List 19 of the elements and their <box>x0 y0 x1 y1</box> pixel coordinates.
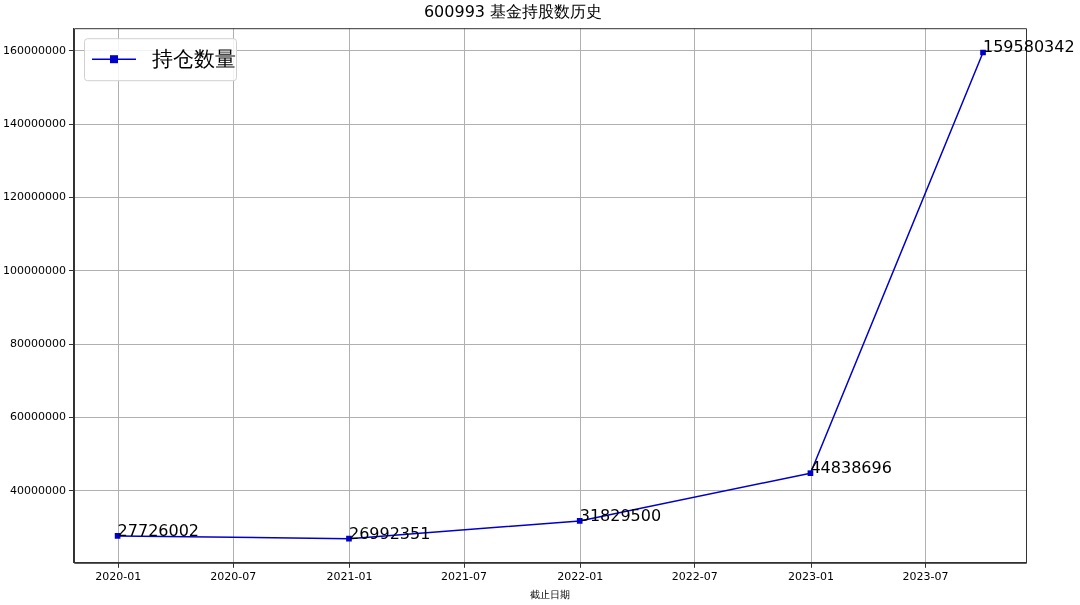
y-tick-label: 60000000 <box>9 410 66 424</box>
x-tick-label: 2021-01 <box>326 570 373 584</box>
x-tick-label: 2023-01 <box>788 570 835 584</box>
y-tick-label: 100000000 <box>2 263 66 277</box>
x-tick-label: 2023-07 <box>902 570 949 584</box>
x-tick-label: 2022-01 <box>557 570 604 584</box>
x-tick-label: 2020-01 <box>95 570 142 584</box>
y-tick-label: 160000000 <box>2 43 66 57</box>
legend-label: 持仓数量 <box>151 46 236 71</box>
y-tick-label: 140000000 <box>2 117 66 131</box>
x-tick-label: 2021-07 <box>441 570 488 584</box>
data-label: 27726002 <box>117 520 200 540</box>
chart-title: 600993 基金持股数历史 <box>423 1 603 21</box>
x-axis-title: 截止日期 <box>529 588 570 600</box>
y-tick-label: 40000000 <box>9 483 66 497</box>
x-tick-label: 2022-07 <box>671 570 718 584</box>
x-tick-label: 2020-07 <box>210 570 257 584</box>
y-tick-label: 120000000 <box>2 190 66 204</box>
y-tick-label: 80000000 <box>9 337 66 351</box>
